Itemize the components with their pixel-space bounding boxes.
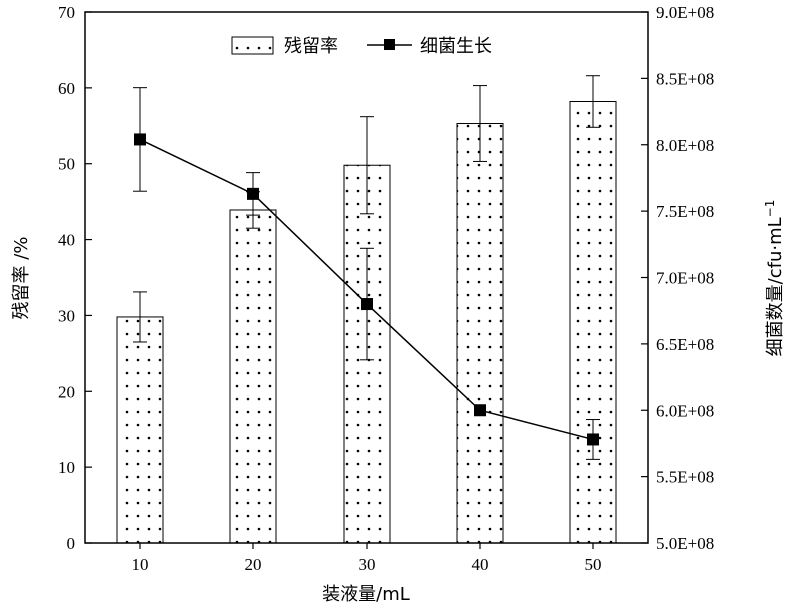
line-marker — [587, 433, 599, 446]
left-tick-label: 60 — [58, 79, 75, 98]
bar — [116, 316, 164, 544]
legend-line-marker — [384, 39, 395, 50]
right-tick-label: 8.5E+08 — [656, 69, 714, 88]
legend-line-label: 细菌生长 — [420, 36, 492, 57]
bar — [569, 101, 617, 544]
legend: 残留率 细菌生长 — [231, 36, 492, 57]
line-marker — [361, 298, 373, 311]
bar — [456, 123, 504, 544]
bar — [229, 209, 277, 544]
left-axis: 0 10 20 30 40 50 60 70 — [58, 3, 92, 553]
right-tick-label: 9.0E+08 — [656, 3, 714, 22]
left-tick-label: 10 — [58, 458, 75, 477]
x-axis: 10 20 30 40 50 — [132, 543, 602, 574]
line-marker — [134, 133, 146, 146]
right-tick-label: 5.5E+08 — [656, 468, 714, 487]
x-tick-label: 20 — [245, 555, 262, 574]
right-tick-label: 5.0E+08 — [656, 534, 714, 553]
right-tick-label: 7.0E+08 — [656, 269, 714, 288]
left-axis-title: 残留率 /% — [11, 237, 32, 320]
bars-layer — [116, 75, 617, 544]
left-tick-label: 50 — [58, 155, 75, 174]
left-tick-label: 70 — [58, 3, 75, 22]
right-tick-label: 8.0E+08 — [656, 136, 714, 155]
right-axis-title-main: 细菌数量/cfu·mL — [765, 217, 786, 356]
x-tick-label: 50 — [585, 555, 602, 574]
line-layer — [133, 87, 600, 460]
x-tick-label: 30 — [359, 555, 376, 574]
x-tick-label: 10 — [132, 555, 149, 574]
legend-bar-label: 残留率 — [284, 36, 338, 57]
x-tick-label: 40 — [472, 555, 489, 574]
right-tick-label: 7.5E+08 — [656, 202, 714, 221]
left-tick-label: 0 — [67, 534, 76, 553]
line-marker — [247, 187, 259, 200]
right-tick-label: 6.5E+08 — [656, 335, 714, 354]
line-marker — [474, 404, 486, 417]
right-axis: 5.0E+08 5.5E+08 6.0E+08 6.5E+08 7.0E+08 7.5E+… — [641, 3, 714, 553]
right-tick-label: 6.0E+08 — [656, 401, 714, 420]
x-axis-title: 装液量/mL — [322, 584, 410, 605]
right-axis-title: 细菌数量/cfu·mL−1 — [763, 200, 786, 357]
left-tick-label: 40 — [58, 231, 75, 250]
left-tick-label: 20 — [58, 382, 75, 401]
legend-bar-swatch — [231, 36, 274, 55]
right-axis-title-superscript: −1 — [763, 200, 777, 218]
left-tick-label: 30 — [58, 306, 75, 325]
